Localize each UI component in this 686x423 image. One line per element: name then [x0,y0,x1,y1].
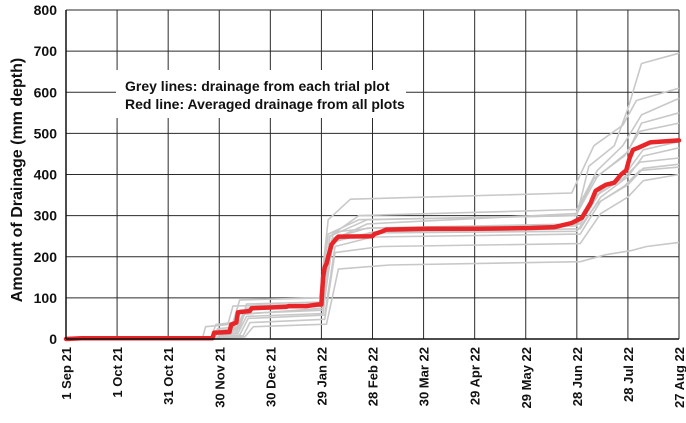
plot-series-line-9 [66,163,680,340]
y-tick-label: 600 [34,84,58,100]
x-tick-label: 29 Jan 22 [314,347,329,406]
y-tick-label: 500 [34,125,58,141]
x-tick-label: 28 Jun 22 [570,347,585,406]
x-tick-label: 31 Oct 21 [161,347,176,405]
x-tick-label: 28 Feb 22 [366,347,381,406]
annotation-box [116,70,406,118]
axes: 0 100 200 300 400 500 600 700 800 1 Sep 21 1 Oct 2… [34,2,686,408]
x-tick-label: 28 Jul 22 [621,347,636,402]
y-tick-label: 200 [34,249,58,265]
average-series-line [63,138,682,342]
y-tick-label: 100 [34,290,58,306]
x-tick-label: 30 Dec 21 [263,347,278,407]
x-tick-label: 1 Sep 21 [59,347,74,400]
y-tick-label: 0 [49,331,57,347]
x-tick-label: 29 Apr 22 [468,347,483,405]
y-tick-label: 300 [34,208,58,224]
y-tick-label: 400 [34,167,58,183]
x-tick-label: 1 Oct 21 [110,347,125,398]
average-line-group [63,138,682,342]
y-tick-label: 800 [34,2,58,18]
plot-series-line-12 [66,241,680,340]
annotation-plots: Grey lines: drainage from each trial plo… [125,78,390,94]
x-tick-label: 27 Aug 22 [672,347,686,408]
y-axis-title: Amount of Drainage (mm depth) [9,58,26,302]
plot-series-line-10 [66,173,680,340]
plot-series-line-2 [66,87,680,340]
x-tick-label: 30 Nov 21 [212,347,227,408]
x-tick-label: 29 May 22 [519,347,534,408]
y-tick-label: 700 [34,43,58,59]
plot-lines [66,52,680,340]
annotation-average: Red line: Averaged drainage from all plo… [125,96,405,112]
x-tick-label: 30 Mar 22 [417,347,432,406]
